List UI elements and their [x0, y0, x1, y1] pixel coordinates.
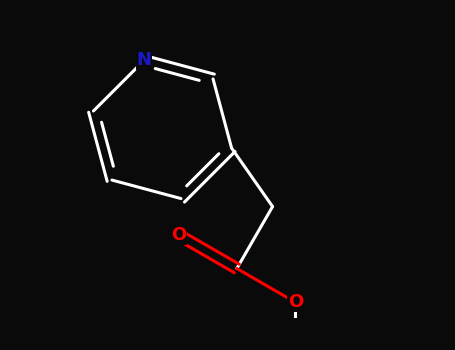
Text: O: O [171, 226, 186, 244]
Text: O: O [288, 293, 303, 311]
Text: N: N [136, 51, 152, 69]
